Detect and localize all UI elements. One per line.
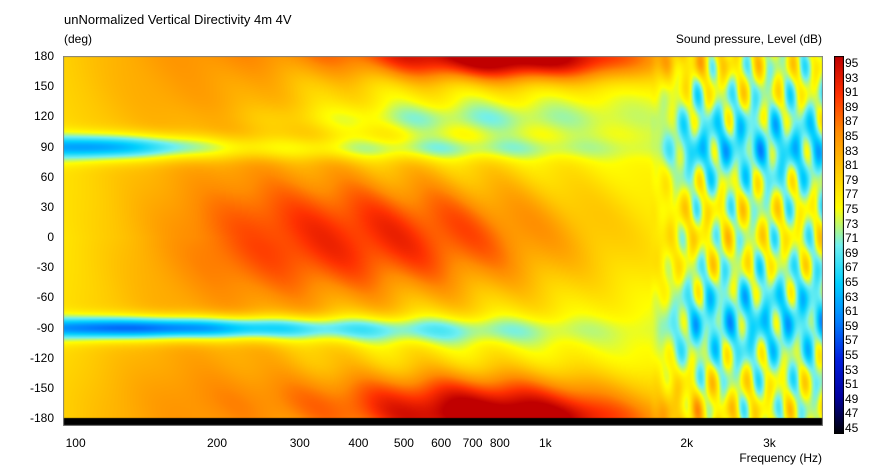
colorbar-tick-label: 71	[845, 231, 859, 246]
colorbar-tick-label: 89	[845, 99, 859, 114]
heatmap-plot	[63, 56, 823, 426]
y-tick-label: -180	[29, 411, 54, 425]
x-tick-label: 800	[489, 436, 510, 450]
colorbar-tick-label: 51	[845, 377, 859, 392]
y-tick-label: 120	[33, 109, 54, 124]
colorbar-tick-label: 55	[845, 348, 859, 362]
colorbar-tick-label: 91	[845, 85, 859, 100]
x-tick-label: 3k	[763, 436, 776, 450]
x-tick-label: 300	[289, 436, 310, 450]
colorbar-title: Sound pressure, Level (dB)	[675, 32, 822, 46]
colorbar-tick-label: 93	[845, 70, 859, 85]
y-axis-unit: (deg)	[64, 32, 93, 46]
y-tick-label: -150	[29, 380, 54, 395]
colorbar-tick-label: 61	[845, 304, 859, 319]
colorbar-tick-label: 67	[845, 260, 859, 275]
colorbar-tick-label: 79	[845, 172, 859, 187]
y-tick-label: 60	[40, 169, 54, 184]
colorbar-tick-label: 49	[845, 391, 859, 406]
x-tick-label: 2k	[680, 436, 694, 450]
colorbar-tick-label: 81	[845, 158, 859, 173]
colorbar-tick-label: 53	[845, 362, 859, 377]
chart-title: unNormalized Vertical Directivity 4m 4V	[64, 12, 292, 27]
colorbar-tick-label: 63	[845, 289, 859, 304]
colorbar-tick-label: 77	[845, 187, 859, 202]
y-tick-label: -90	[36, 320, 54, 335]
y-tick-label: 90	[40, 139, 54, 154]
x-tick-label: 700	[462, 436, 483, 450]
x-tick-label: 500	[393, 436, 414, 450]
colorbar-tick-label: 95	[845, 56, 859, 70]
y-tick-label: -30	[36, 260, 54, 275]
colorbar-tick-label: 75	[845, 202, 859, 216]
y-tick-label: -60	[36, 290, 54, 305]
colorbar-tick-label: 87	[845, 114, 859, 129]
colorbar-tick-label: 85	[845, 129, 859, 143]
y-tick-label: 30	[40, 199, 54, 214]
y-tick-label: 150	[33, 79, 54, 94]
colorbar-tick-label: 59	[845, 318, 859, 333]
colorbar-tick-label: 45	[845, 421, 859, 435]
colorbar-tick-label: 73	[845, 216, 859, 231]
x-tick-label: 200	[207, 436, 228, 450]
colorbar-tick-label: 57	[845, 333, 859, 348]
y-tick-label: -120	[29, 350, 54, 365]
x-tick-label: 400	[348, 436, 369, 450]
y-tick-label: 180	[33, 49, 54, 63]
x-tick-label: 1k	[539, 436, 552, 450]
x-tick-label: 600	[431, 436, 452, 450]
colorbar-tick-label: 83	[845, 143, 859, 158]
colorbar-tick-label: 47	[845, 406, 859, 421]
y-tick-label: 0	[47, 230, 54, 244]
colorbar-tick-label: 65	[845, 275, 859, 289]
x-axis-label: Frequency (Hz)	[739, 451, 822, 465]
x-tick-label: 100	[65, 436, 86, 450]
colorbar-tick-label: 69	[845, 245, 859, 260]
colorbar	[834, 56, 844, 434]
